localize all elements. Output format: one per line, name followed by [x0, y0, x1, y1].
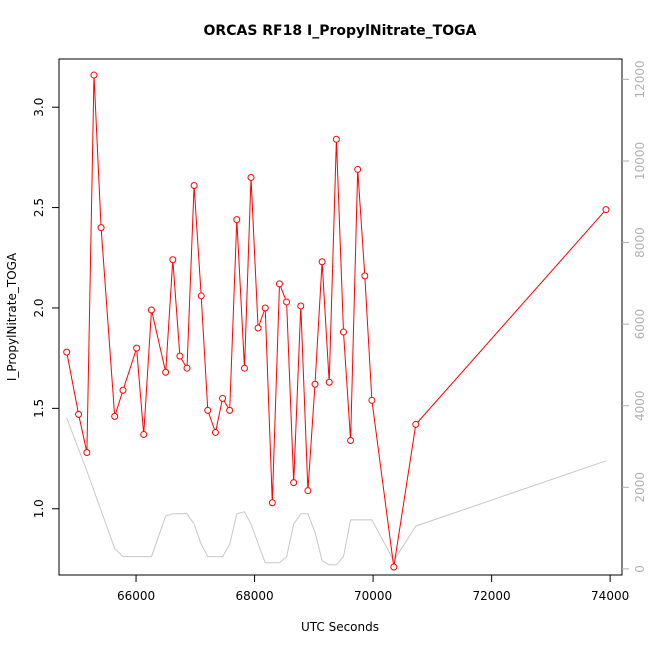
x-axis: 66000 68000 70000 72000 74000 — [117, 575, 629, 603]
secondary-series — [66, 417, 607, 566]
data-point — [83, 449, 91, 457]
x-tick-label: 74000 — [591, 589, 629, 603]
x-axis-label: UTC Seconds — [301, 620, 379, 634]
x-tick-label: 66000 — [117, 589, 155, 603]
data-point — [261, 304, 269, 312]
secondary-y-tick-label: 2000 — [633, 472, 647, 503]
data-point — [412, 420, 420, 428]
y-tick-label: 2.0 — [32, 298, 46, 317]
data-point — [75, 410, 83, 418]
data-point — [283, 298, 291, 306]
y-tick-label: 3.0 — [32, 98, 46, 117]
secondary-y-axis: 0 2000 4000 6000 8000 10000 12000 — [622, 60, 647, 573]
data-point — [304, 487, 312, 495]
data-point — [254, 324, 262, 332]
y-axis: 1.0 1.5 2.0 2.5 3.0 — [32, 98, 59, 518]
data-point — [183, 364, 191, 372]
data-point — [197, 292, 205, 300]
secondary-y-tick-label: 10000 — [633, 142, 647, 180]
data-point — [268, 499, 276, 507]
data-point — [119, 386, 127, 394]
data-point — [97, 224, 105, 232]
y-tick-label: 1.0 — [32, 499, 46, 518]
data-point — [354, 165, 362, 173]
data-point — [332, 135, 340, 143]
data-point — [111, 412, 119, 420]
data-point — [347, 436, 355, 444]
data-point — [247, 173, 255, 181]
data-point — [133, 344, 141, 352]
data-point — [311, 380, 319, 388]
data-point — [297, 302, 305, 310]
data-point — [147, 306, 155, 314]
data-point — [226, 406, 234, 414]
x-tick-label: 70000 — [354, 589, 392, 603]
secondary-y-tick-label: 0 — [633, 565, 647, 573]
data-point — [140, 430, 148, 438]
data-point — [390, 563, 398, 571]
series-line — [66, 417, 607, 566]
data-point — [219, 394, 227, 402]
secondary-y-tick-label: 12000 — [633, 60, 647, 98]
y-tick-label: 2.5 — [32, 198, 46, 217]
x-tick-label: 68000 — [235, 589, 273, 603]
chart-title: ORCAS RF18 I_PropylNitrate_TOGA — [204, 23, 477, 39]
data-point — [204, 406, 212, 414]
secondary-y-tick-label: 6000 — [633, 309, 647, 340]
data-point — [169, 256, 177, 264]
data-point — [290, 479, 298, 487]
data-point — [190, 181, 198, 189]
data-point — [318, 258, 326, 266]
data-point — [602, 206, 610, 214]
data-point — [339, 328, 347, 336]
primary-series — [63, 71, 610, 571]
data-point — [240, 364, 248, 372]
series-layer — [63, 71, 610, 571]
y-tick-label: 1.5 — [32, 399, 46, 418]
x-tick-label: 72000 — [473, 589, 511, 603]
data-point — [90, 71, 98, 79]
data-point — [325, 378, 333, 386]
secondary-y-tick-label: 8000 — [633, 227, 647, 258]
data-point — [233, 216, 241, 224]
data-point — [368, 396, 376, 404]
plot-frame — [58, 58, 623, 576]
data-point — [176, 352, 184, 360]
data-point — [63, 348, 71, 356]
data-point — [211, 428, 219, 436]
secondary-y-tick-label: 4000 — [633, 390, 647, 421]
data-point — [361, 272, 369, 280]
data-point — [162, 368, 170, 376]
y-axis-label: I_PropylNitrate_TOGA — [5, 252, 19, 381]
data-point — [275, 280, 283, 288]
